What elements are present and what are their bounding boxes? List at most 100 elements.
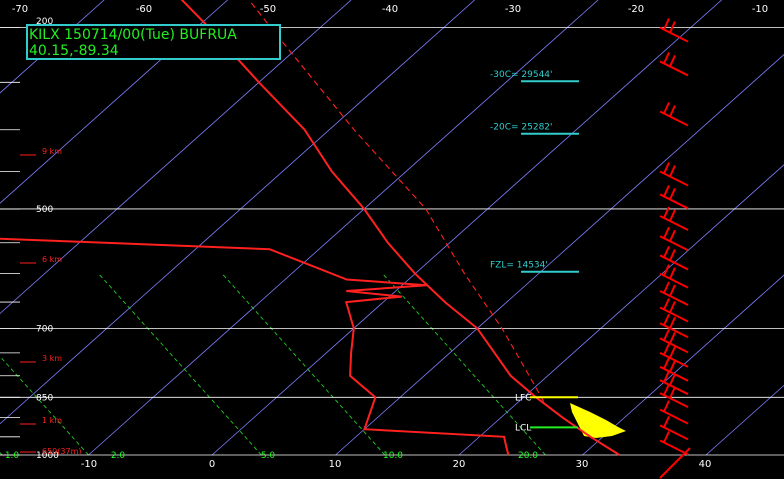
- wind-feather: [663, 226, 670, 239]
- dewpoint-line: [0, 237, 510, 456]
- wind-barb: [659, 246, 689, 271]
- wind-barb: [659, 264, 689, 289]
- wind-barb: [659, 102, 689, 127]
- mixing-ratio-label: 1.0: [5, 451, 20, 461]
- parcel-path: [248, 0, 545, 402]
- wind-feather: [669, 188, 676, 200]
- wind-barb: [659, 18, 689, 43]
- wind-feather: [663, 313, 670, 326]
- wind-staff: [659, 193, 689, 210]
- wind-barb: [659, 328, 689, 354]
- wind-staff: [659, 26, 689, 43]
- wind-feather: [663, 162, 670, 174]
- wind-feather: [663, 185, 670, 197]
- wind-barb: [659, 415, 689, 441]
- wind-staff: [659, 110, 689, 127]
- wind-feather: [663, 343, 670, 356]
- wind-feather: [663, 357, 670, 370]
- wind-feather: [669, 284, 676, 297]
- top-temperature-label: -50: [260, 4, 276, 15]
- isotherm-line: [0, 0, 352, 315]
- isobar-lines: [0, 27, 784, 456]
- wind-feather: [663, 281, 670, 294]
- wind-staff: [659, 408, 689, 425]
- wind-staff: [659, 306, 689, 323]
- wind-feather: [669, 373, 676, 386]
- pressure-label: 200: [36, 17, 53, 27]
- wind-feather: [663, 18, 670, 31]
- parcel-line: [248, 0, 545, 402]
- mixing-ratio-line: [221, 273, 386, 456]
- level-label: LFC: [515, 393, 531, 403]
- mixing-ratio-lines: [0, 273, 546, 456]
- wind-feather: [669, 360, 676, 373]
- wind-feather: [663, 264, 670, 277]
- wind-staff: [659, 254, 689, 271]
- wind-staff: [659, 337, 689, 354]
- top-temperature-label: -30: [505, 4, 521, 15]
- wind-barb: [659, 298, 689, 323]
- wind-staff: [659, 439, 689, 456]
- wind-feather: [669, 331, 676, 344]
- bottom-temperature-label: -10: [81, 459, 97, 470]
- wind-feather: [663, 102, 670, 114]
- mixing-ratio-line: [98, 273, 262, 456]
- wind-barb: [659, 281, 689, 306]
- isotherm-line: [335, 54, 784, 456]
- mixing-ratio-line: [382, 273, 546, 456]
- top-temperature-label: -10: [752, 4, 768, 15]
- top-temperature-label: -70: [12, 4, 28, 15]
- bottom-temperature-label: 10: [329, 459, 342, 470]
- mixing-ratio-line: [0, 355, 89, 456]
- pressure-label: 850: [36, 393, 53, 403]
- wind-feather: [669, 55, 676, 67]
- isotherm-line: [0, 0, 105, 94]
- bottom-temperature-label: 20: [453, 459, 466, 470]
- wind-feather: [669, 267, 676, 280]
- level-markers: -30C= 29544' -20C= 25282' FZL= 14534' LFC LC…: [490, 70, 579, 433]
- cape-area: [570, 403, 626, 438]
- axis-labels: -70-60-50-40-30-20-10-100102030403005007…: [5, 4, 768, 470]
- level-label: FZL= 14534': [490, 261, 548, 271]
- wind-feather: [669, 21, 676, 34]
- station-id-line: KILX 150714/00(Tue) BUFRUA: [29, 27, 237, 43]
- wind-feather: [669, 165, 676, 177]
- wind-feather: [663, 246, 670, 258]
- wind-staff: [659, 215, 689, 231]
- wind-barbs: [659, 18, 691, 479]
- isotherm-line: [582, 274, 784, 456]
- temperature-line: [180, 0, 621, 456]
- wind-staff: [659, 447, 691, 479]
- level-label: -20C= 25282': [490, 123, 553, 133]
- wind-barb: [659, 185, 689, 210]
- station-location-line: 40.15,-89.34: [29, 43, 119, 59]
- wind-barb: [659, 400, 689, 425]
- mixing-ratio-label: 20.0: [518, 451, 538, 461]
- pressure-axis: [0, 27, 20, 456]
- wind-feather: [663, 298, 670, 310]
- wind-staff: [659, 424, 689, 441]
- wind-feather: [669, 301, 676, 313]
- cape-fill: [570, 403, 626, 438]
- wind-barb: [659, 52, 689, 77]
- pressure-label: 500: [36, 205, 53, 215]
- height-label: 3 km: [42, 354, 62, 363]
- wind-feather: [669, 209, 676, 222]
- mixing-ratio-label: 5.0: [261, 451, 276, 461]
- wind-feather: [663, 52, 670, 64]
- wind-feather: [669, 316, 676, 329]
- isotherm-line: [211, 0, 722, 456]
- station-title-box: KILX 150714/00(Tue) BUFRUA 40.15,-89.34: [26, 24, 281, 60]
- wind-feather: [663, 415, 670, 428]
- bottom-temperature-label: 40: [699, 459, 712, 470]
- wind-staff: [659, 322, 689, 339]
- wind-feather: [669, 346, 676, 359]
- mixing-ratio-label: 2.0: [111, 451, 126, 461]
- wind-staff: [659, 351, 689, 368]
- wind-feather: [669, 386, 676, 399]
- wind-barb: [659, 226, 689, 252]
- wind-barb: [659, 383, 689, 408]
- isotherm-line: [705, 384, 784, 456]
- wind-staff: [659, 290, 689, 306]
